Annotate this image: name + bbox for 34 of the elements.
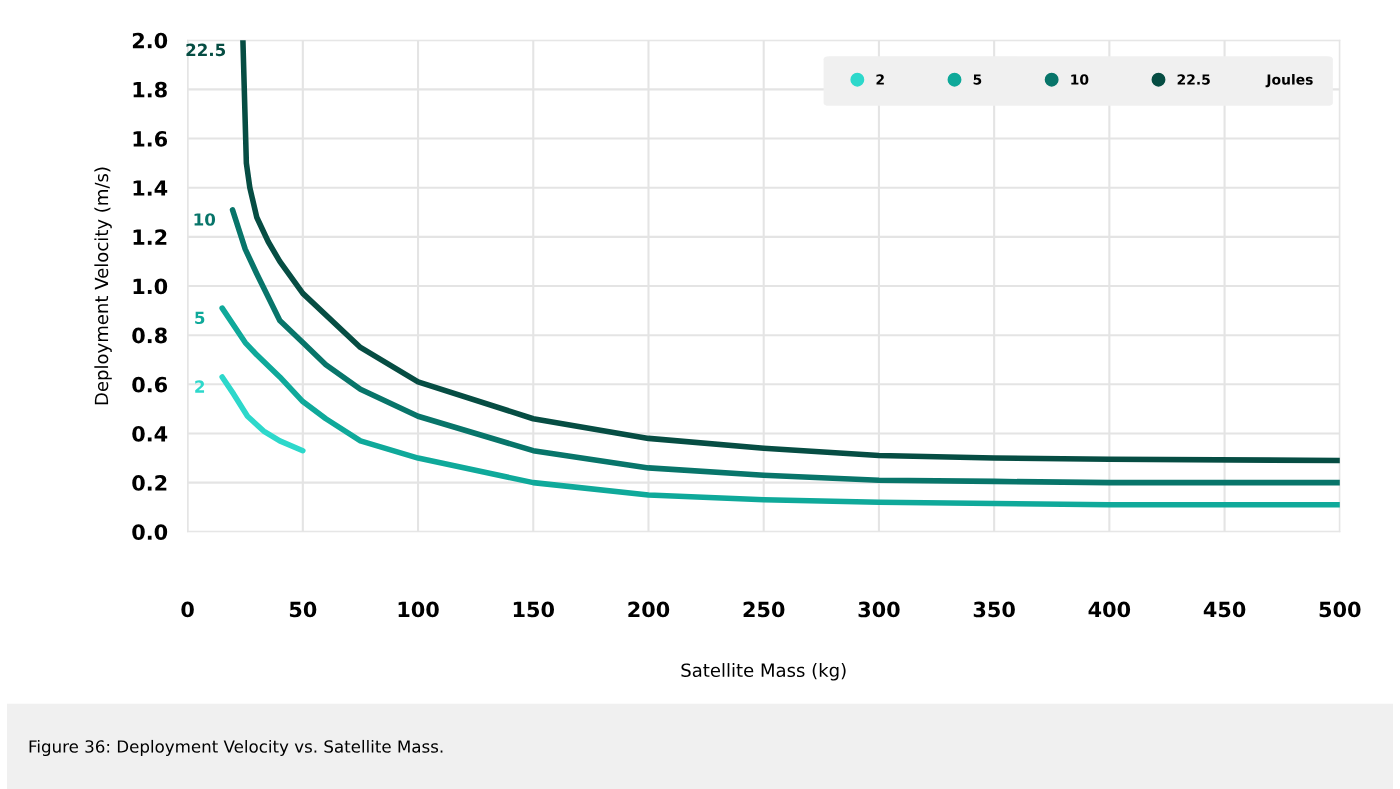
legend-label: 5 (973, 74, 982, 85)
x-tick-label: 150 (513, 601, 555, 618)
y-tick-label: 0.8 (132, 327, 167, 344)
x-tick-label: 300 (858, 601, 900, 618)
x-tick-label: 100 (398, 601, 439, 618)
y-tick-label: 0.0 (132, 524, 168, 540)
text: 22.5 (186, 43, 226, 57)
text: 2 (195, 380, 205, 393)
y-tick-label: 1.6 (133, 131, 168, 147)
x-tick-label: 450 (1203, 601, 1246, 618)
y-tick-label: 1.0 (133, 278, 168, 295)
y-tick-label: 1.8 (133, 81, 167, 98)
x-tick-label: 50 (289, 601, 317, 618)
x-tick-label: 500 (1319, 601, 1361, 618)
legend-title: Joules (1265, 74, 1313, 88)
x-axis-title: Satellite Mass (kg) (681, 663, 846, 681)
legend-label: 10 (1071, 74, 1089, 85)
y-tick-label: 0.4 (132, 425, 168, 442)
x-tick-label: 400 (1088, 601, 1131, 618)
y-tick-label: 1.2 (133, 229, 167, 245)
x-tick-label: 350 (973, 601, 1015, 618)
y-axis-title: Deployment Velocity (m/s) (94, 167, 112, 405)
y-tick-label: 2.0 (132, 32, 168, 49)
text: 5 (195, 311, 205, 325)
legend-label: 2 (876, 74, 884, 85)
x-tick-label: 250 (743, 601, 785, 618)
y-tick-label: 1.4 (133, 180, 168, 196)
legend-label: 22.5 (1177, 74, 1210, 85)
y-tick-label: 0.2 (132, 475, 167, 491)
caption: Figure 36: Deployment Velocity vs. Satellite Mass. (29, 739, 443, 757)
text: 10 (194, 213, 216, 226)
x-tick-label: 0 (181, 601, 194, 618)
y-tick-label: 0.6 (132, 376, 168, 393)
x-tick-label: 200 (628, 601, 670, 618)
